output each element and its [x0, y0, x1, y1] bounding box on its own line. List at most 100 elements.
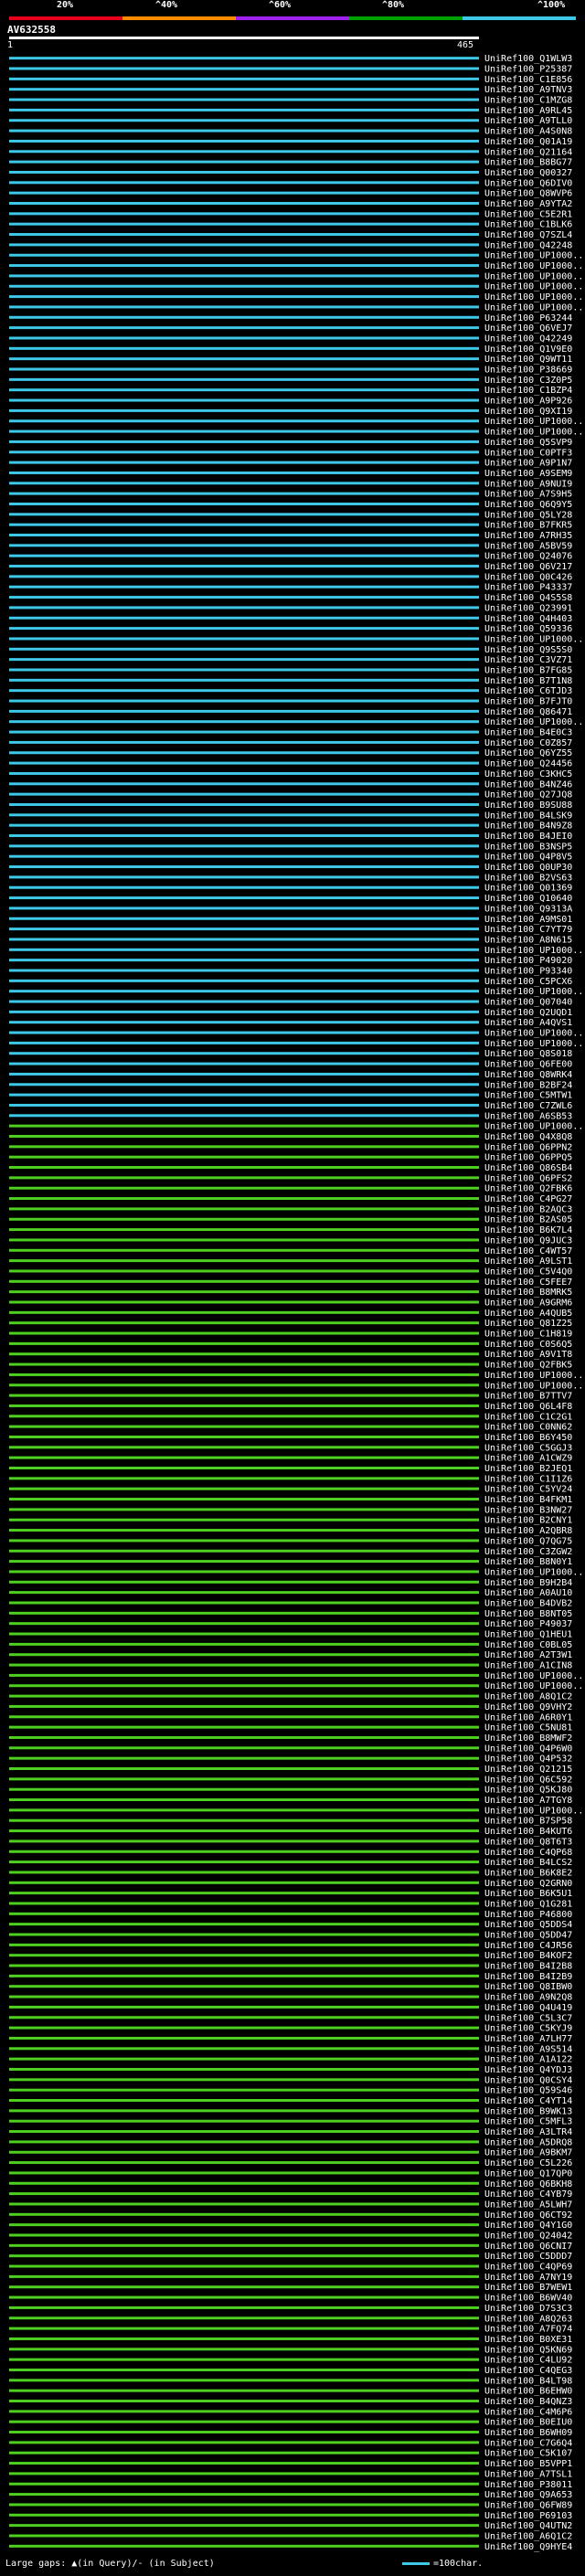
hit-bar[interactable]	[9, 585, 479, 588]
hit-bar[interactable]	[9, 2119, 479, 2123]
hit-label[interactable]: UniRef100_UP1000..	[484, 1381, 583, 1391]
hit-label[interactable]: UniRef100_C0PTF3	[484, 448, 572, 458]
hit-bar[interactable]	[9, 1373, 479, 1376]
hit-label[interactable]: UniRef100_A9MS01	[484, 915, 572, 925]
hit-bar[interactable]	[9, 658, 479, 662]
hit-label[interactable]: UniRef100_Q0CSY4	[484, 2075, 572, 2085]
hit-bar[interactable]	[9, 1186, 479, 1190]
hit-label[interactable]: UniRef100_Q2GRN0	[484, 1879, 572, 1889]
hit-label[interactable]: UniRef100_Q21164	[484, 147, 572, 157]
hit-label[interactable]: UniRef100_P38669	[484, 366, 572, 376]
hit-bar[interactable]	[9, 1871, 479, 1874]
hit-bar[interactable]	[9, 1829, 479, 1833]
hit-label[interactable]: UniRef100_B6WH09	[484, 2428, 572, 2438]
hit-label[interactable]: UniRef100_A2QBR8	[484, 1526, 572, 1536]
hit-bar[interactable]	[9, 1632, 479, 1636]
hit-label[interactable]: UniRef100_B4LT98	[484, 2376, 572, 2386]
hit-label[interactable]: UniRef100_Q01A19	[484, 137, 572, 147]
hit-bar[interactable]	[9, 1642, 479, 1646]
hit-label[interactable]: UniRef100_Q9313A	[484, 904, 572, 914]
hit-bar[interactable]	[9, 865, 479, 869]
hit-label[interactable]: UniRef100_P63244	[484, 313, 572, 323]
hit-bar[interactable]	[9, 1425, 479, 1428]
hit-label[interactable]: UniRef100_Q17QP0	[484, 2168, 572, 2178]
hit-bar[interactable]	[9, 1923, 479, 1926]
hit-bar[interactable]	[9, 243, 479, 247]
hit-label[interactable]: UniRef100_A9RL45	[484, 106, 572, 116]
hit-bar[interactable]	[9, 1892, 479, 1895]
hit-label[interactable]: UniRef100_Q9A653	[484, 2490, 572, 2500]
hit-bar[interactable]	[9, 2482, 479, 2486]
hit-label[interactable]: UniRef100_Q24042	[484, 2231, 572, 2241]
hit-label[interactable]: UniRef100_A9BKM7	[484, 2148, 572, 2158]
hit-label[interactable]: UniRef100_Q6Q9Y5	[484, 500, 572, 510]
hit-label[interactable]: UniRef100_C4LU92	[484, 2356, 572, 2366]
hit-bar[interactable]	[9, 2243, 479, 2247]
hit-bar[interactable]	[9, 1766, 479, 1770]
hit-label[interactable]: UniRef100_C4JR56	[484, 1941, 572, 1951]
hit-bar[interactable]	[9, 419, 479, 423]
hit-label[interactable]: UniRef100_B4FKM1	[484, 1495, 572, 1505]
hit-bar[interactable]	[9, 1000, 479, 1003]
hit-bar[interactable]	[9, 740, 479, 744]
hit-bar[interactable]	[9, 2285, 479, 2289]
hit-bar[interactable]	[9, 2099, 479, 2103]
hit-label[interactable]: UniRef100_C4PG27	[484, 1194, 572, 1204]
hit-label[interactable]: UniRef100_Q4P532	[484, 1754, 572, 1765]
hit-label[interactable]: UniRef100_A6R0Y1	[484, 1712, 572, 1723]
hit-label[interactable]: UniRef100_B2AS05	[484, 1215, 572, 1225]
hit-bar[interactable]	[9, 1467, 479, 1470]
hit-bar[interactable]	[9, 875, 479, 879]
hit-bar[interactable]	[9, 668, 479, 672]
hit-bar[interactable]	[9, 2150, 479, 2154]
hit-label[interactable]: UniRef100_Q6PFS2	[484, 1173, 572, 1183]
hit-label[interactable]: UniRef100_Q9VHY2	[484, 1702, 572, 1712]
hit-label[interactable]: UniRef100_B8BG77	[484, 158, 572, 168]
hit-label[interactable]: UniRef100_B7T1N8	[484, 676, 572, 686]
hit-bar[interactable]	[9, 1663, 479, 1667]
hit-bar[interactable]	[9, 2358, 479, 2361]
hit-label[interactable]: UniRef100_C0NN62	[484, 1423, 572, 1433]
hit-bar[interactable]	[9, 1787, 479, 1791]
hit-bar[interactable]	[9, 315, 479, 319]
hit-label[interactable]: UniRef100_Q07040	[484, 998, 572, 1008]
hit-label[interactable]: UniRef100_A5DRQ8	[484, 2137, 572, 2147]
hit-label[interactable]: UniRef100_Q8WVP6	[484, 189, 572, 199]
hit-bar[interactable]	[9, 2379, 479, 2382]
hit-bar[interactable]	[9, 990, 479, 993]
hit-label[interactable]: UniRef100_Q5DD47	[484, 1931, 572, 1941]
hit-bar[interactable]	[9, 720, 479, 724]
hit-label[interactable]: UniRef100_B4NZ46	[484, 779, 572, 790]
hit-bar[interactable]	[9, 1808, 479, 1812]
hit-bar[interactable]	[9, 596, 479, 599]
hit-bar[interactable]	[9, 2078, 479, 2082]
hit-label[interactable]: UniRef100_B4I2B8	[484, 1962, 572, 1972]
hit-bar[interactable]	[9, 1912, 479, 1915]
hit-bar[interactable]	[9, 2171, 479, 2175]
hit-label[interactable]: UniRef100_C0Z857	[484, 738, 572, 748]
hit-label[interactable]: UniRef100_Q4YDJ3	[484, 2065, 572, 2075]
hit-label[interactable]: UniRef100_B4N9Z8	[484, 822, 572, 832]
hit-label[interactable]: UniRef100_B7FKR5	[484, 521, 572, 531]
hit-label[interactable]: UniRef100_A9P1N7	[484, 459, 572, 469]
hit-bar[interactable]	[9, 1124, 479, 1128]
hit-bar[interactable]	[9, 2140, 479, 2144]
hit-label[interactable]: UniRef100_B6EHW0	[484, 2387, 572, 2397]
hit-label[interactable]: UniRef100_Q9HYE4	[484, 2542, 572, 2552]
hit-bar[interactable]	[9, 1580, 479, 1584]
hit-bar[interactable]	[9, 1031, 479, 1034]
hit-label[interactable]: UniRef100_Q6FW89	[484, 2500, 572, 2510]
hit-label[interactable]: UniRef100_A9LST1	[484, 1256, 572, 1267]
hit-bar[interactable]	[9, 2005, 479, 2009]
hit-bar[interactable]	[9, 2047, 479, 2051]
hit-label[interactable]: UniRef100_C7G6Q4	[484, 2438, 572, 2448]
hit-label[interactable]: UniRef100_Q9XI19	[484, 407, 572, 417]
hit-label[interactable]: UniRef100_A9S514	[484, 2044, 572, 2054]
hit-label[interactable]: UniRef100_UP1000..	[484, 1681, 583, 1691]
hit-bar[interactable]	[9, 150, 479, 154]
hit-label[interactable]: UniRef100_C5K107	[484, 2449, 572, 2459]
hit-label[interactable]: UniRef100_P38011	[484, 2480, 572, 2490]
hit-bar[interactable]	[9, 1290, 479, 1294]
hit-label[interactable]: UniRef100_C5GGJ3	[484, 1443, 572, 1453]
hit-label[interactable]: UniRef100_B4DVB2	[484, 1598, 572, 1608]
